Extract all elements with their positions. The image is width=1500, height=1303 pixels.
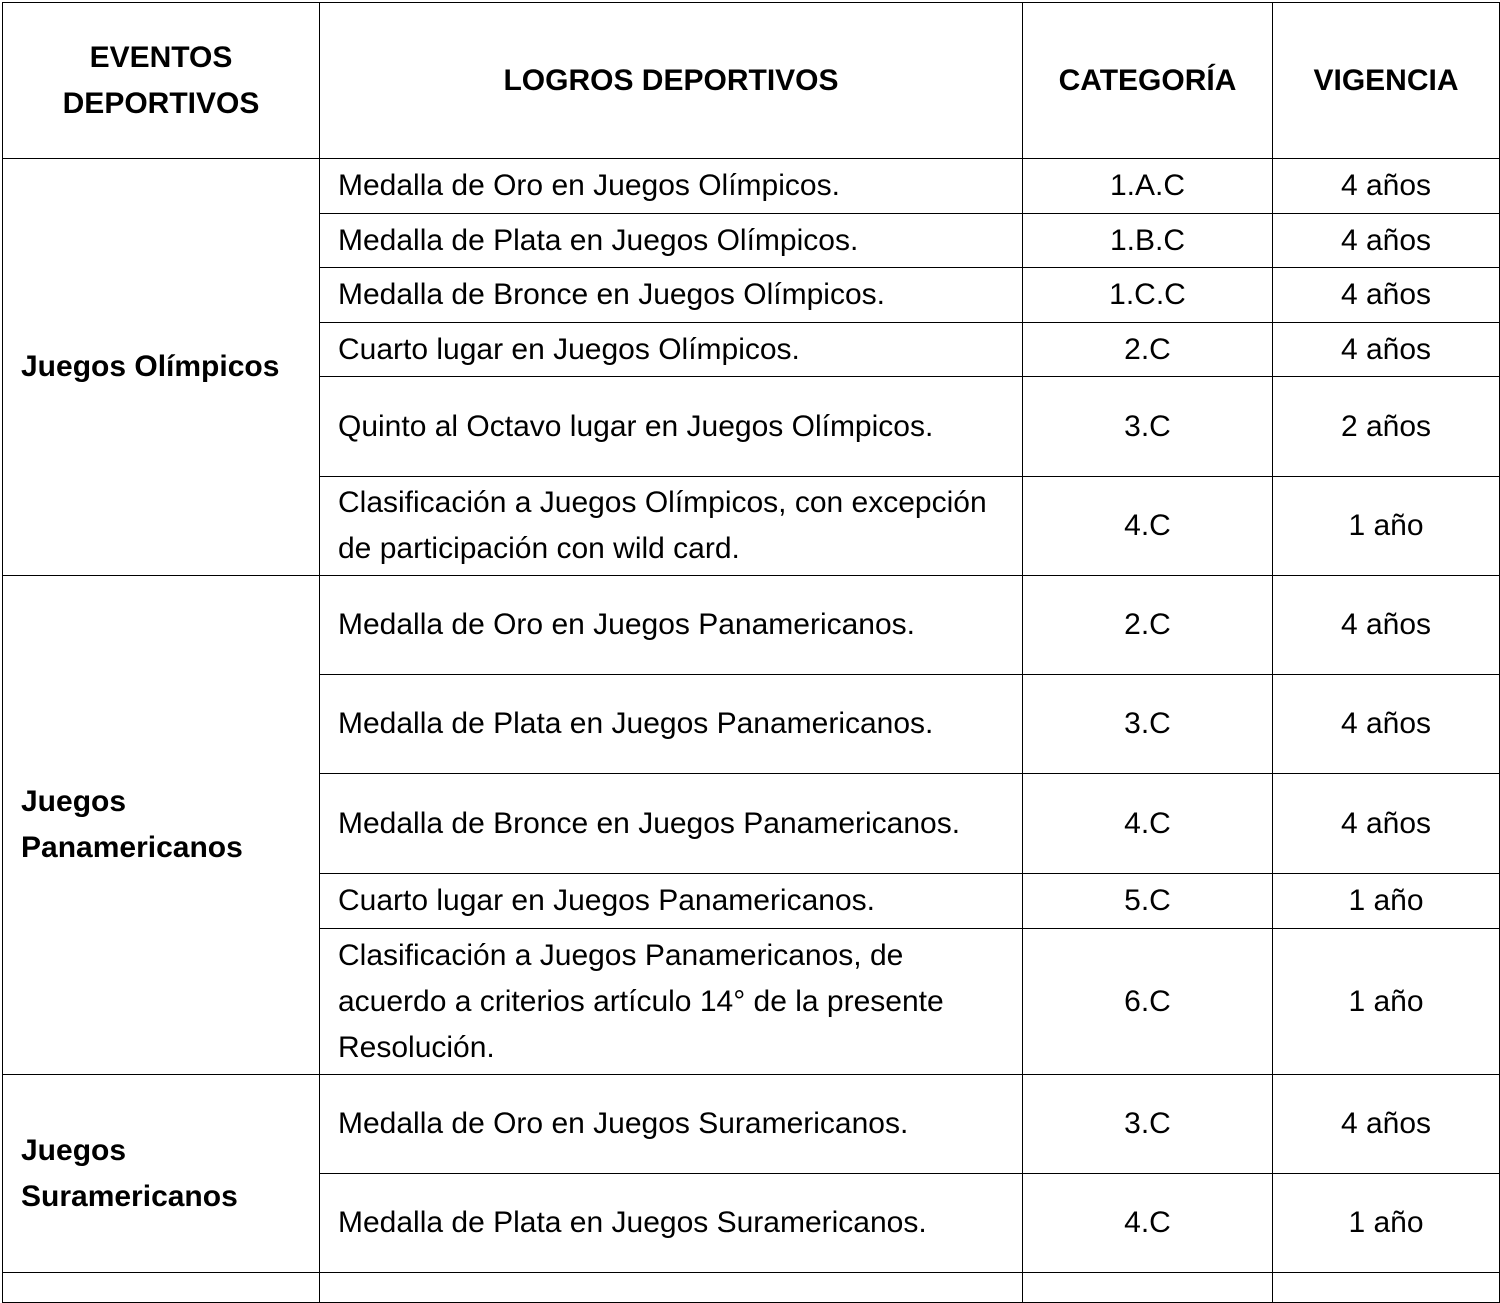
logro-cell: Quinto al Octavo lugar en Juegos Olímpic…: [319, 376, 1023, 477]
vigencia-cell: 4 años: [1272, 674, 1500, 774]
vigencia-cell: 4 años: [1272, 267, 1500, 323]
table-row: Cuarto lugar en Juegos Panamericanos. 5.C…: [3, 873, 1500, 929]
categoria-cell: 1.B.C: [1022, 213, 1273, 268]
vigencia-cell: 4 años: [1272, 1074, 1500, 1174]
header-categoria: CATEGORÍA: [1022, 2, 1273, 159]
logro-cell: Medalla de Oro en Juegos Suramericanos.: [319, 1074, 1023, 1174]
vigencia-cell: 4 años: [1272, 773, 1500, 874]
logro-cell: Medalla de Plata en Juegos Suramericanos…: [319, 1173, 1023, 1273]
empty-cell: [319, 1272, 1023, 1303]
table-row: Clasificación a Juegos Olímpicos, con ex…: [3, 476, 1500, 576]
logro-cell: Medalla de Bronce en Juegos Panamericano…: [319, 773, 1023, 874]
header-vigencia: VIGENCIA: [1272, 2, 1500, 159]
logro-cell: Medalla de Bronce en Juegos Olímpicos.: [319, 267, 1023, 323]
logro-cell: Cuarto lugar en Juegos Panamericanos.: [319, 873, 1023, 929]
logro-cell: Medalla de Oro en Juegos Panamericanos.: [319, 575, 1023, 675]
table-row: Medalla de Plata en Juegos Panamericanos…: [3, 674, 1500, 774]
empty-cell: [2, 1272, 320, 1303]
vigencia-cell: 1 año: [1272, 928, 1500, 1075]
event-cell: Juegos Suramericanos: [2, 1074, 320, 1273]
categoria-cell: 6.C: [1022, 928, 1273, 1075]
categoria-cell: 4.C: [1022, 773, 1273, 874]
categoria-cell: 2.C: [1022, 575, 1273, 675]
logro-cell: Clasificación a Juegos Panamericanos, de…: [319, 928, 1023, 1075]
table-row: Medalla de Plata en Juegos Suramericanos…: [3, 1173, 1500, 1273]
vigencia-cell: 1 año: [1272, 873, 1500, 929]
categoria-cell: 3.C: [1022, 1074, 1273, 1174]
logro-cell: Medalla de Oro en Juegos Olímpicos.: [319, 158, 1023, 214]
categoria-cell: 2.C: [1022, 322, 1273, 377]
categoria-cell: 1.C.C: [1022, 267, 1273, 323]
logro-cell: Medalla de Plata en Juegos Panamericanos…: [319, 674, 1023, 774]
vigencia-cell: 1 año: [1272, 1173, 1500, 1273]
table-row: [2, 1272, 1500, 1303]
vigencia-cell: 2 años: [1272, 376, 1500, 477]
empty-cell: [1272, 1272, 1500, 1303]
table-row: Juegos Panamericanos Medalla de Oro en Ju…: [2, 575, 1500, 1075]
categoria-cell: 1.A.C: [1022, 158, 1273, 214]
header-eventos: EVENTOS DEPORTIVOS: [2, 2, 320, 159]
table-row: Juegos Olímpicos Medalla de Oro en Juegos…: [2, 158, 1500, 576]
table-row: Medalla de Bronce en Juegos Panamericano…: [3, 773, 1500, 874]
vigencia-cell: 4 años: [1272, 213, 1500, 268]
empty-cell: [1022, 1272, 1273, 1303]
logro-cell: Medalla de Plata en Juegos Olímpicos.: [319, 213, 1023, 268]
categoria-cell: 3.C: [1022, 674, 1273, 774]
categoria-cell: 3.C: [1022, 376, 1273, 477]
table-row: Medalla de Plata en Juegos Olímpicos. 1.B…: [3, 213, 1500, 268]
logro-cell: Clasificación a Juegos Olímpicos, con ex…: [319, 476, 1023, 576]
categoria-cell: 4.C: [1022, 1173, 1273, 1273]
header-logros: LOGROS DEPORTIVOS: [319, 2, 1023, 159]
vigencia-cell: 1 año: [1272, 476, 1500, 576]
event-cell: Juegos Panamericanos: [2, 575, 320, 1075]
table-row: Juegos Suramericanos Medalla de Oro en Ju…: [2, 1074, 1500, 1273]
event-cell: Juegos Olímpicos: [2, 158, 320, 576]
categoria-cell: 4.C: [1022, 476, 1273, 576]
table-row: Quinto al Octavo lugar en Juegos Olímpic…: [3, 376, 1500, 477]
table-row: Clasificación a Juegos Panamericanos, de…: [3, 928, 1500, 1075]
vigencia-cell: 4 años: [1272, 322, 1500, 377]
header-row: EVENTOS DEPORTIVOS LOGROS DEPORTIVOS CAT…: [2, 2, 1500, 159]
categoria-cell: 5.C: [1022, 873, 1273, 929]
vigencia-cell: 4 años: [1272, 158, 1500, 214]
vigencia-cell: 4 años: [1272, 575, 1500, 675]
logro-cell: Cuarto lugar en Juegos Olímpicos.: [319, 322, 1023, 377]
